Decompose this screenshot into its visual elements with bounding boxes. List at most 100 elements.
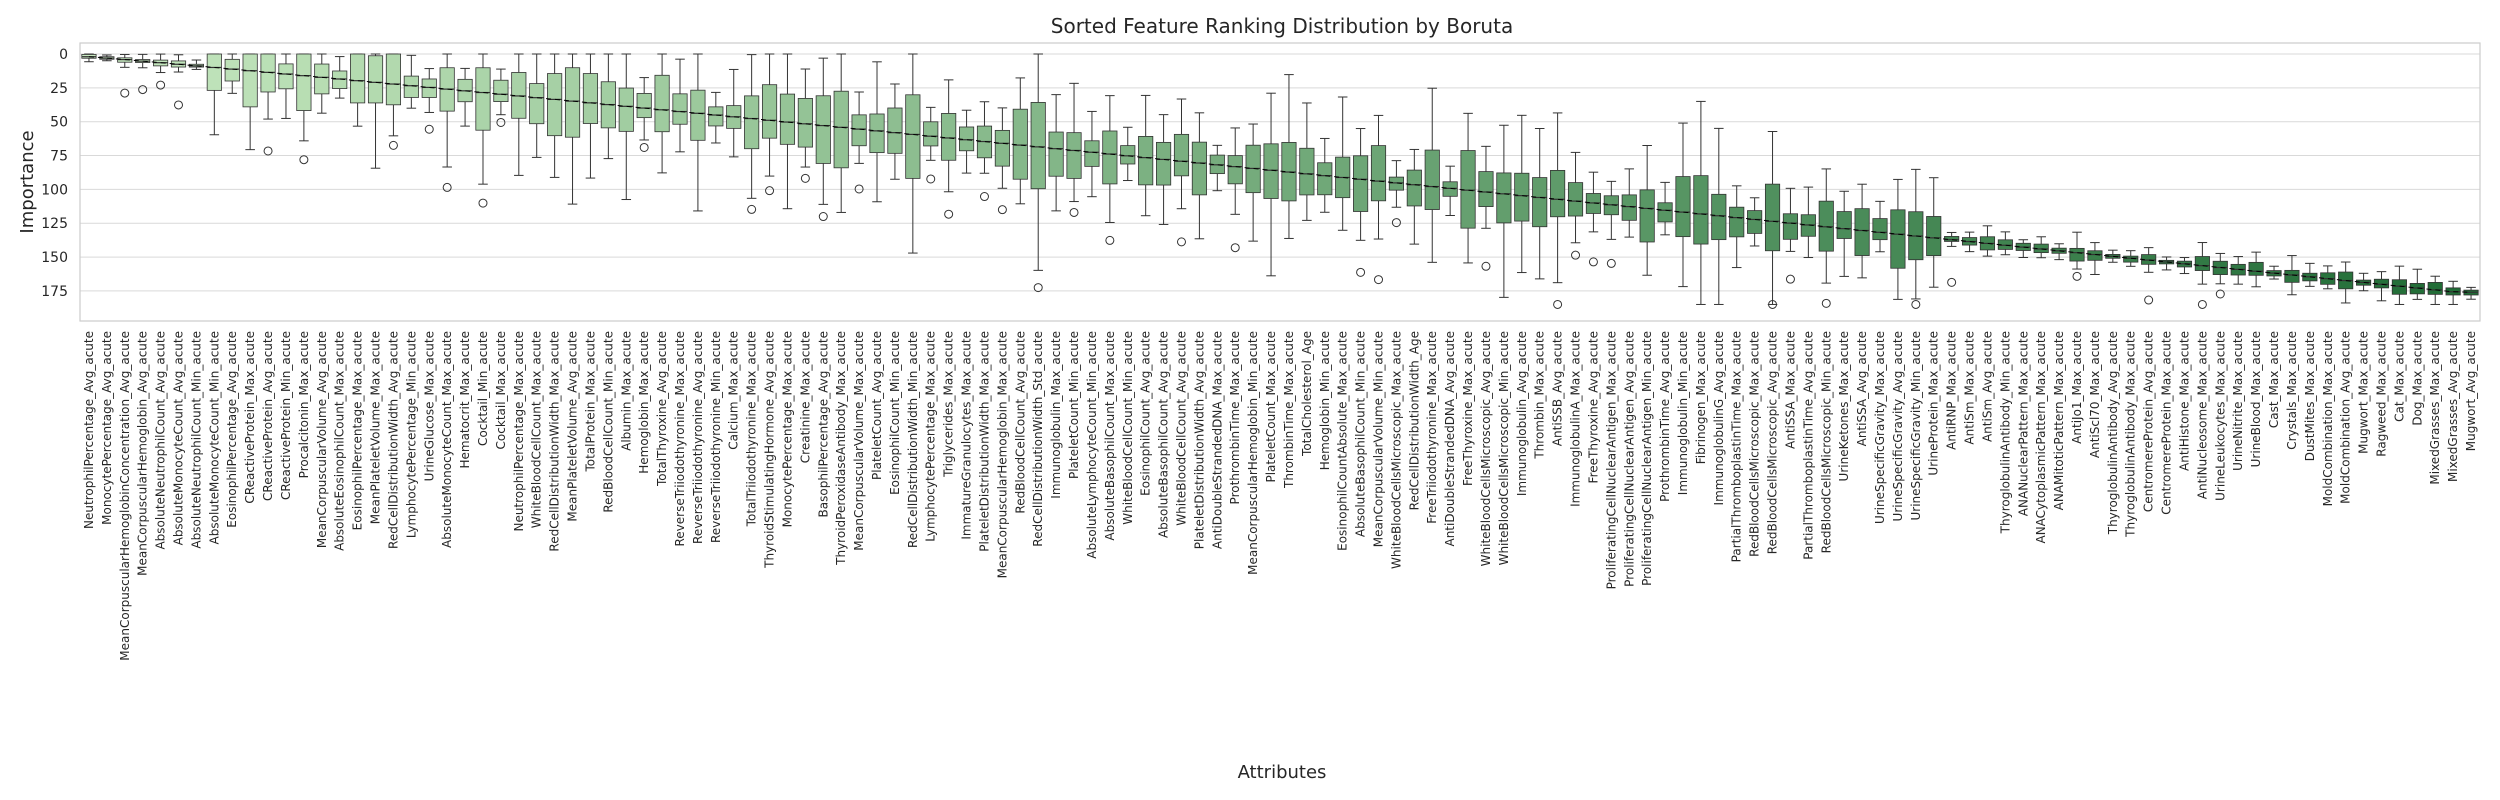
outlier (1785, 274, 1795, 284)
x-tick-label: UrineProtein_Max_acute (1927, 331, 1941, 476)
box-body (2391, 279, 2407, 295)
box-FreeThyroxine_Avg_acute (1585, 171, 1601, 267)
x-tick-label: Mugwort_Max_acute (2357, 331, 2371, 454)
x-tick-label: MeanCorpuscularHemoglobinConcentration_A… (118, 331, 132, 661)
box-ProliferatingCellNuclearAntigen_Max_acute (1603, 180, 1619, 268)
box-body (1442, 181, 1458, 197)
box-body (1478, 171, 1494, 207)
box-Albumin_Max_acute (618, 53, 634, 201)
box-plots (81, 53, 2479, 309)
outlier (979, 192, 989, 202)
y-tick-label: 25 (50, 81, 68, 97)
box-NeutrophilPercentage_Max_acute (511, 53, 527, 176)
x-tick-label: WhiteBloodCellCount_Avg_acute (1174, 331, 1188, 526)
x-tick-label: Thrombin_Max_acute (1533, 331, 1547, 460)
box-body (475, 67, 491, 131)
box-AntiSm_Avg_acute (1979, 225, 1996, 257)
x-tick-label: MixedGrasses_Max_acute (2428, 331, 2442, 485)
box-RedBloodCellsMicroscopic_Max_acute (1747, 197, 1763, 247)
box-WhiteBloodCellCount_Avg_acute (1173, 98, 1190, 247)
x-tick-label: Cocktail_Max_acute (494, 331, 508, 449)
x-tick-label: AntiSm_Max_acute (1963, 331, 1977, 445)
box-Thrombin_Max_acute (1532, 127, 1548, 280)
x-tick-label: MoldCombination_Max_acute (2321, 331, 2335, 506)
box-body (1084, 140, 1100, 167)
box-body (403, 75, 419, 98)
y-tick-label: 100 (41, 182, 68, 198)
box-RedBloodCellsMicroscopic_Avg_acute (1764, 130, 1781, 309)
outlier (442, 182, 452, 192)
box-Ragweed_Max_acute (2373, 271, 2390, 302)
outlier (1176, 237, 1186, 247)
box-AbsoluteBasophilCount_Avg_acute (1156, 114, 1172, 225)
outlier (1374, 275, 1384, 285)
box-body (1747, 210, 1763, 234)
box-RedCellDistributionWidth_Min_acute (905, 53, 921, 254)
box-AbsoluteLymphocyteCount_Min_acute (1084, 110, 1100, 198)
box-Procalcitonin_Max_acute (296, 53, 312, 165)
outlier (765, 186, 775, 196)
box-DustMites_Max_acute (2302, 262, 2318, 287)
box-AbsoluteNeutrophilCount_Min_acute (188, 59, 204, 70)
x-tick-label: UrineSpecificGravity_Avg_acute (1891, 331, 1905, 521)
x-tick-label: CReactiveProtein_Min_acute (279, 331, 293, 500)
x-tick-label: AntiSSA_Max_acute (1783, 331, 1797, 449)
x-tick-label: AbsoluteBasophilCount_Avg_acute (1157, 331, 1171, 538)
box-Immunoglobulin_Avg_acute (1514, 114, 1530, 274)
x-tick-label: MeanCorpuscularHemoglobin_Avg_acute (136, 331, 150, 576)
x-tick-label: ThyroglobulinAntibody_Min_acute (1998, 331, 2012, 534)
box-Hematocrit_Max_acute (457, 67, 473, 127)
x-tick-label: WhiteBloodCellCount_Min_acute (1121, 331, 1135, 525)
box-body (224, 58, 240, 82)
x-tick-label: EosinophilCount_Avg_acute (1139, 331, 1153, 496)
box-body (905, 94, 921, 179)
box-FreeThyroxine_Max_acute (1460, 112, 1476, 264)
box-body (708, 106, 724, 127)
outlier (496, 117, 506, 127)
outlier (120, 88, 130, 98)
box-body (1621, 194, 1637, 221)
box-MoldCombination_Avg_acute (2338, 261, 2354, 304)
box-RedCellDistributionWidth_Std_acute (1030, 53, 1046, 293)
box-body (367, 55, 384, 104)
x-tick-label: RedBloodCellCount_Avg_acute (1013, 331, 1027, 514)
box-body (1424, 149, 1440, 210)
x-tick-label: ReverseTriiodothyronine_Avg_acute (691, 331, 705, 544)
x-tick-label: AntiScl70_Max_acute (2088, 331, 2102, 458)
x-tick-label: CentromereProtein_Max_acute (2160, 331, 2174, 515)
box-body (1729, 206, 1745, 238)
box-UrineSpecificGravity_Avg_acute (1890, 178, 1906, 300)
box-AntiHistone_Max_acute (2176, 257, 2193, 275)
x-tick-label: UrineSpecificGravity_Min_acute (1909, 331, 1923, 521)
box-MeanCorpuscularVolume_Min_acute (1370, 114, 1387, 285)
x-tick-label: ReverseTriiodothyronine_Max_acute (673, 331, 687, 547)
x-tick-label: MonocytePercentage_Avg_acute (100, 331, 114, 525)
x-tick-label: MeanPlateletVolume_Max_acute (369, 331, 383, 524)
box-body (2284, 269, 2300, 283)
x-tick-label: TotalCholesterol_Age (1300, 331, 1314, 457)
x-tick-label: AntiRNP_Max_acute (1945, 331, 1959, 450)
box-body (242, 53, 258, 108)
box-body (385, 53, 401, 106)
outlier (1553, 299, 1563, 309)
x-tick-label: PlateletDistributionWidth_Max_acute (977, 331, 991, 552)
box-body (941, 113, 957, 161)
x-tick-label: Hemoglobin_Min_acute (1318, 331, 1332, 470)
outlier (1356, 267, 1366, 277)
x-tick-label: UrineSpecificGravity_Max_acute (1873, 331, 1887, 524)
box-body (1388, 176, 1404, 191)
outlier (1768, 299, 1778, 309)
box-body (1120, 145, 1136, 165)
x-tick-label: UrineLeukocytes_Max_acute (2213, 331, 2227, 501)
box-body (1496, 172, 1512, 224)
box-AbsoluteBasophilCount_Min_acute (1353, 128, 1369, 277)
outlier (818, 212, 828, 222)
box-MeanCorpuscularHemoglobin_Min_acute (1245, 123, 1261, 242)
box-body (636, 93, 652, 119)
outlier (1947, 277, 1957, 287)
x-tick-label: ThyroidPeroxidaseAntibody_Max_acute (834, 331, 848, 566)
x-tick-label: BasophilPercentage_Avg_acute (816, 331, 830, 517)
box-Triglycerides_Max_acute (941, 79, 957, 219)
box-UrineKetones_Max_acute (1836, 190, 1852, 277)
outlier (1105, 235, 1115, 245)
